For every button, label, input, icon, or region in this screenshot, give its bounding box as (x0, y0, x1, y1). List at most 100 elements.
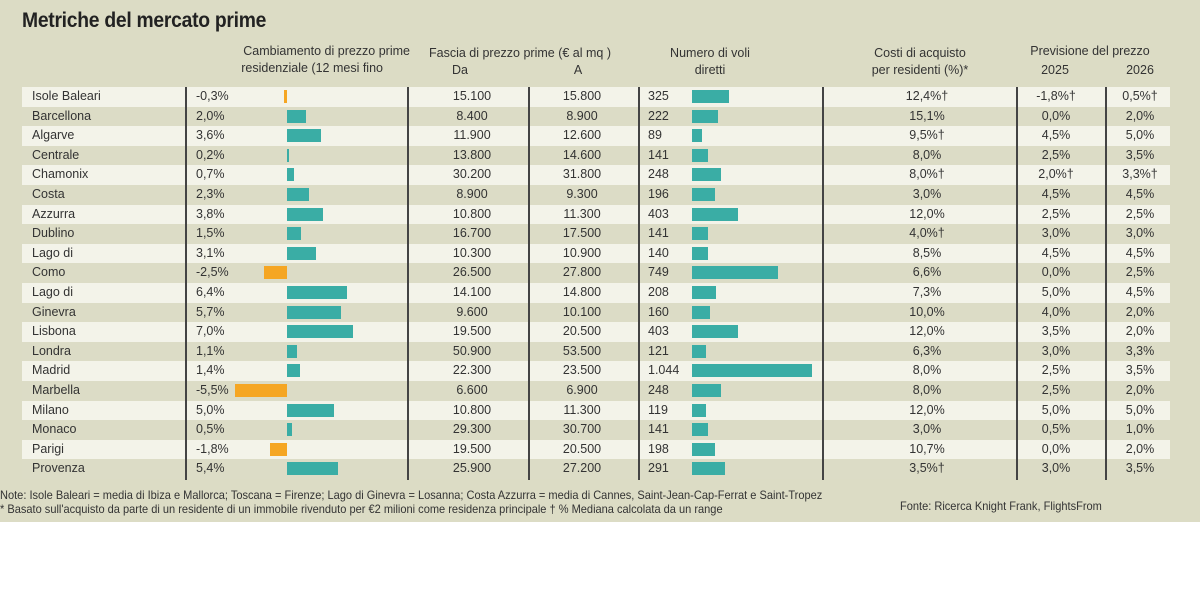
flights-bar (692, 148, 709, 162)
flights-bar (692, 90, 730, 103)
price-from: 15.100 (452, 89, 492, 103)
purchase-costs: 3,0% (912, 422, 942, 437)
forecast-2026: 3,5% (1125, 461, 1155, 476)
flights-value: 749 (648, 265, 669, 280)
forecast-2025: 2,5% (1041, 363, 1071, 378)
forecast-2026: 2,0% (1125, 304, 1155, 319)
price-change-bar (287, 109, 306, 123)
flights-bar (692, 227, 709, 241)
header-2026: 2026 (1126, 63, 1154, 77)
table-row: Como -2,5% 26.500 27.800 749 6,6% 0,0% 2,5% (22, 263, 1170, 283)
price-change-bar (287, 344, 298, 358)
price-change-bar (287, 286, 348, 299)
flights-value: 121 (648, 343, 669, 358)
forecast-2026: 5,0% (1125, 128, 1155, 143)
table-row: Milano 5,0% 10.800 11.300 119 12,0% 5,0% 5,0% (22, 400, 1170, 421)
price-to: 27.200 (562, 461, 602, 476)
forecast-2026: 3,0% (1125, 226, 1155, 241)
flights-value: 89 (648, 128, 662, 143)
flights-value: 1.044 (648, 363, 680, 378)
price-from: 6.600 (456, 383, 488, 397)
flights-value: 325 (648, 89, 669, 103)
footnote-locations: Note: Isole Baleari = media di Ibiza e M… (0, 488, 823, 502)
forecast-2026: 3,3%† (1122, 167, 1158, 182)
price-to: 30.700 (562, 422, 602, 437)
location-name: Lisbona (32, 324, 76, 339)
price-change-bar (287, 423, 292, 437)
forecast-2025: 3,0% (1041, 461, 1071, 476)
purchase-costs: 12,0% (909, 324, 945, 339)
header-to: A (573, 63, 583, 77)
price-change-value: -0,3% (196, 89, 229, 103)
price-from: 16.700 (452, 226, 492, 241)
flights-bar (692, 188, 715, 201)
price-change-value: 1,4% (196, 363, 225, 378)
purchase-costs: 4,0%† (909, 226, 945, 241)
flights-bar (692, 129, 703, 143)
forecast-2025: 4,5% (1041, 245, 1071, 260)
price-change-value: 7,0% (196, 324, 225, 339)
price-from: 8.900 (456, 187, 488, 201)
price-change-bar (235, 384, 287, 397)
header-price-range: Fascia di prezzo prime (€ al mq ) (428, 46, 611, 60)
column-divider (1016, 87, 1018, 480)
price-from: 8.400 (456, 108, 488, 123)
price-change-value: 5,7% (196, 304, 225, 319)
price-to: 15.800 (562, 89, 602, 103)
price-change-bar (287, 462, 338, 476)
purchase-costs: 8,0% (912, 363, 942, 378)
flights-value: 403 (648, 324, 669, 339)
purchase-costs: 7,3% (912, 285, 942, 299)
table-row: Algarve 3,6% 11.900 12.600 89 9,5%† 4,5% 5,0% (22, 126, 1170, 146)
flights-bar (692, 384, 721, 397)
price-from: 50.900 (452, 343, 492, 358)
flights-value: 248 (648, 383, 669, 397)
purchase-costs: 12,4%† (905, 89, 949, 103)
price-to: 10.900 (562, 245, 602, 260)
table-row: Lago di 3,1% 10.300 10.900 140 8,5% 4,5% 4,5% (22, 243, 1170, 264)
purchase-costs: 3,0% (912, 187, 942, 201)
header-flights-line2: diretti (694, 63, 726, 77)
price-to: 9.300 (566, 187, 598, 201)
price-change-bar (287, 227, 302, 241)
location-name: Isole Baleari (32, 89, 101, 103)
price-to: 8.900 (566, 108, 598, 123)
flights-bar (692, 246, 709, 260)
forecast-2026: 4,5% (1125, 285, 1155, 299)
table-row: Costa 2,3% 8.900 9.300 196 3,0% 4,5% 4,5% (22, 185, 1170, 205)
table-row: Centrale 0,2% 13.800 14.600 141 8,0% 2,5% 3,5% (22, 145, 1170, 166)
forecast-2025: 4,0% (1041, 304, 1071, 319)
flights-value: 141 (648, 147, 669, 162)
price-change-bar (287, 305, 341, 319)
price-change-value: 1,1% (196, 343, 225, 358)
price-change-value: 6,4% (196, 285, 225, 299)
forecast-2025: 0,0% (1041, 441, 1071, 456)
price-change-value: -2,5% (196, 265, 229, 280)
location-name: Provenza (32, 461, 85, 476)
purchase-costs: 8,0% (912, 147, 942, 162)
flights-bar (692, 266, 779, 280)
flights-bar (692, 423, 709, 437)
price-change-bar (287, 148, 289, 162)
forecast-2026: 5,0% (1125, 402, 1155, 417)
purchase-costs: 12,0% (909, 206, 945, 221)
purchase-costs: 8,5% (912, 245, 942, 260)
column-divider (528, 87, 530, 480)
price-change-value: 3,6% (196, 128, 225, 143)
forecast-2026: 3,5% (1125, 147, 1155, 162)
purchase-costs: 9,5%† (909, 128, 945, 143)
price-from: 19.500 (452, 441, 492, 456)
price-to: 11.300 (563, 206, 601, 221)
price-to: 20.500 (562, 441, 602, 456)
forecast-2025: 0,5% (1041, 422, 1071, 437)
flights-bar (692, 442, 715, 456)
purchase-costs: 6,6% (912, 265, 942, 280)
price-from: 9.600 (456, 304, 488, 319)
forecast-2025: 0,0% (1041, 265, 1071, 280)
price-from: 10.300 (452, 245, 492, 260)
price-from: 30.200 (452, 167, 492, 182)
table-row: Lago di 6,4% 14.100 14.800 208 7,3% 5,0% 4,5% (22, 283, 1170, 303)
price-change-value: 5,0% (196, 402, 225, 417)
price-change-value: -5,5% (196, 383, 229, 397)
flights-value: 141 (648, 422, 669, 437)
